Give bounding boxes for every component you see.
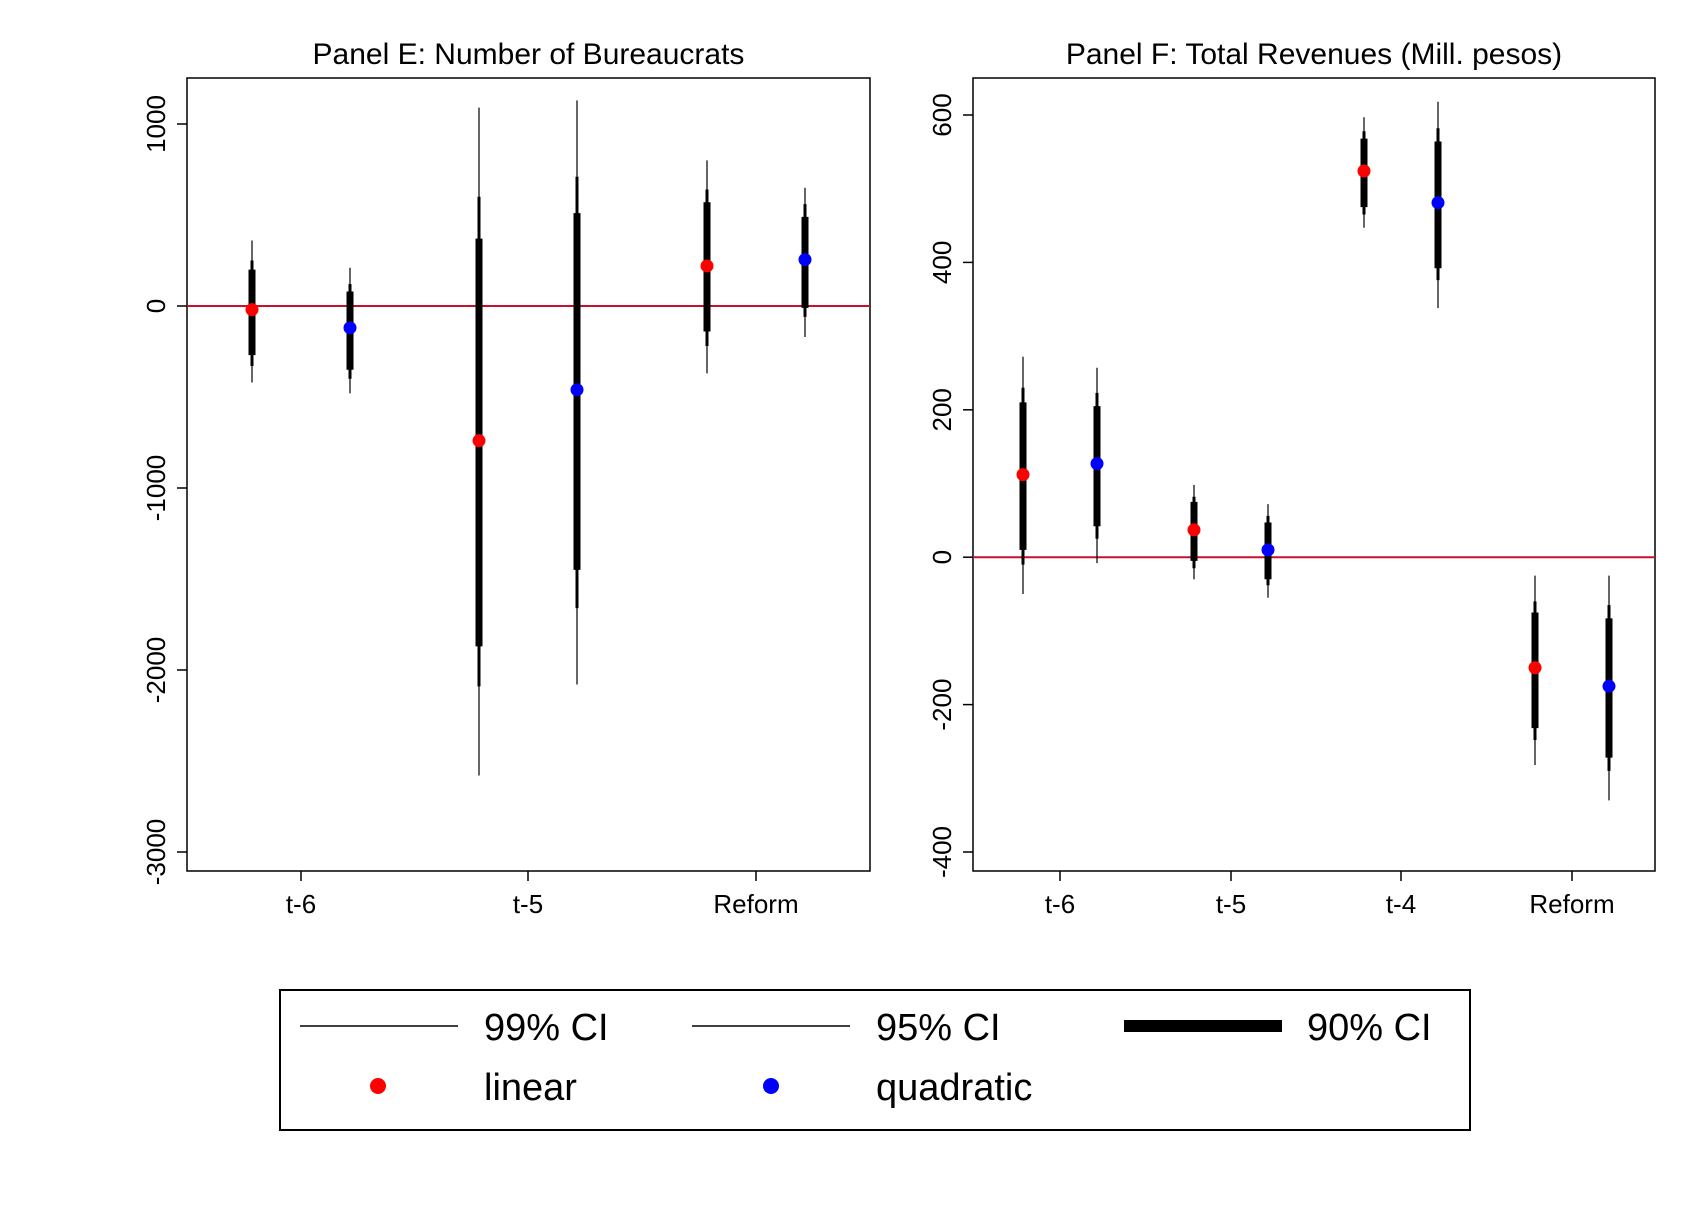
- quadratic-point: [1090, 457, 1104, 471]
- linear-point: [1357, 164, 1371, 178]
- y-tick-label: -1000: [141, 455, 171, 522]
- legend-box: [279, 989, 1471, 1131]
- estimate-quadratic-t-5: [570, 100, 584, 685]
- panel-title: Panel E: Number of Bureaucrats: [313, 38, 745, 71]
- panel-e: Panel E: Number of Bureaucrats 1000 0 -1000…: [141, 38, 871, 919]
- estimate-linear-t-5: [472, 107, 486, 776]
- legend-linear-marker: [370, 1078, 386, 1094]
- panel-title: Panel F: Total Revenues (Mill. pesos): [1066, 38, 1562, 71]
- linear-point: [1016, 468, 1030, 482]
- legend-linear-label: linear: [484, 1067, 577, 1109]
- estimate-linear-t-6: [245, 240, 259, 383]
- legend-ci99-label: 99% CI: [484, 1007, 609, 1049]
- estimate-quadratic-t-6: [1090, 367, 1104, 564]
- estimate-linear-reform: [700, 160, 714, 374]
- quadratic-point: [343, 321, 357, 335]
- linear-point: [472, 434, 486, 448]
- plot-frame: [186, 77, 871, 872]
- x-tick-label: Reform: [1529, 889, 1614, 919]
- panel-f: Panel F: Total Revenues (Mill. pesos) 600…: [927, 38, 1656, 919]
- estimate-quadratic-reform: [798, 187, 812, 337]
- x-tick-label: t-5: [1216, 889, 1246, 919]
- x-tick-label: t-5: [513, 889, 543, 919]
- y-tick-label: 200: [927, 388, 957, 431]
- y-tick-label: -400: [927, 826, 957, 878]
- quadratic-point: [1261, 543, 1275, 557]
- plot-frame: [972, 77, 1656, 872]
- x-tick-label: t-4: [1386, 889, 1416, 919]
- estimate-quadratic-reform: [1602, 575, 1616, 801]
- estimate-quadratic-t-5: [1261, 504, 1275, 598]
- linear-point: [245, 303, 259, 317]
- estimate-quadratic-t-6: [343, 267, 357, 394]
- quadratic-point: [570, 383, 584, 397]
- quadratic-point: [798, 253, 812, 267]
- y-tick-label: -3000: [141, 819, 171, 886]
- linear-point: [1187, 523, 1201, 537]
- estimate-linear-reform: [1528, 575, 1542, 766]
- chart-legend: 99% CI 95% CI 90% CI linear quadratic: [279, 989, 1471, 1131]
- linear-point: [1528, 661, 1542, 675]
- y-tick-label: 600: [927, 93, 957, 136]
- quadratic-point: [1602, 679, 1616, 693]
- estimate-linear-t-6: [1016, 356, 1030, 595]
- y-tick-label: 0: [927, 550, 957, 564]
- x-tick-label: t-6: [1045, 889, 1075, 919]
- legend-quadratic-label: quadratic: [876, 1067, 1032, 1109]
- legend-quadratic-marker: [763, 1078, 779, 1094]
- estimate-linear-t-4: [1357, 117, 1371, 228]
- y-tick-label: -200: [927, 679, 957, 731]
- x-tick-label: Reform: [713, 889, 798, 919]
- legend-ci95-label: 95% CI: [876, 1007, 1001, 1049]
- y-tick-label: 0: [141, 299, 171, 313]
- estimate-quadratic-t-4: [1431, 101, 1445, 309]
- quadratic-point: [1431, 196, 1445, 210]
- legend-ci90-label: 90% CI: [1307, 1007, 1432, 1049]
- linear-point: [700, 259, 714, 273]
- y-tick-label: 1000: [141, 95, 171, 153]
- y-tick-label: 400: [927, 241, 957, 284]
- estimate-linear-t-5: [1187, 484, 1201, 580]
- x-tick-label: t-6: [286, 889, 316, 919]
- y-tick-label: -2000: [141, 637, 171, 704]
